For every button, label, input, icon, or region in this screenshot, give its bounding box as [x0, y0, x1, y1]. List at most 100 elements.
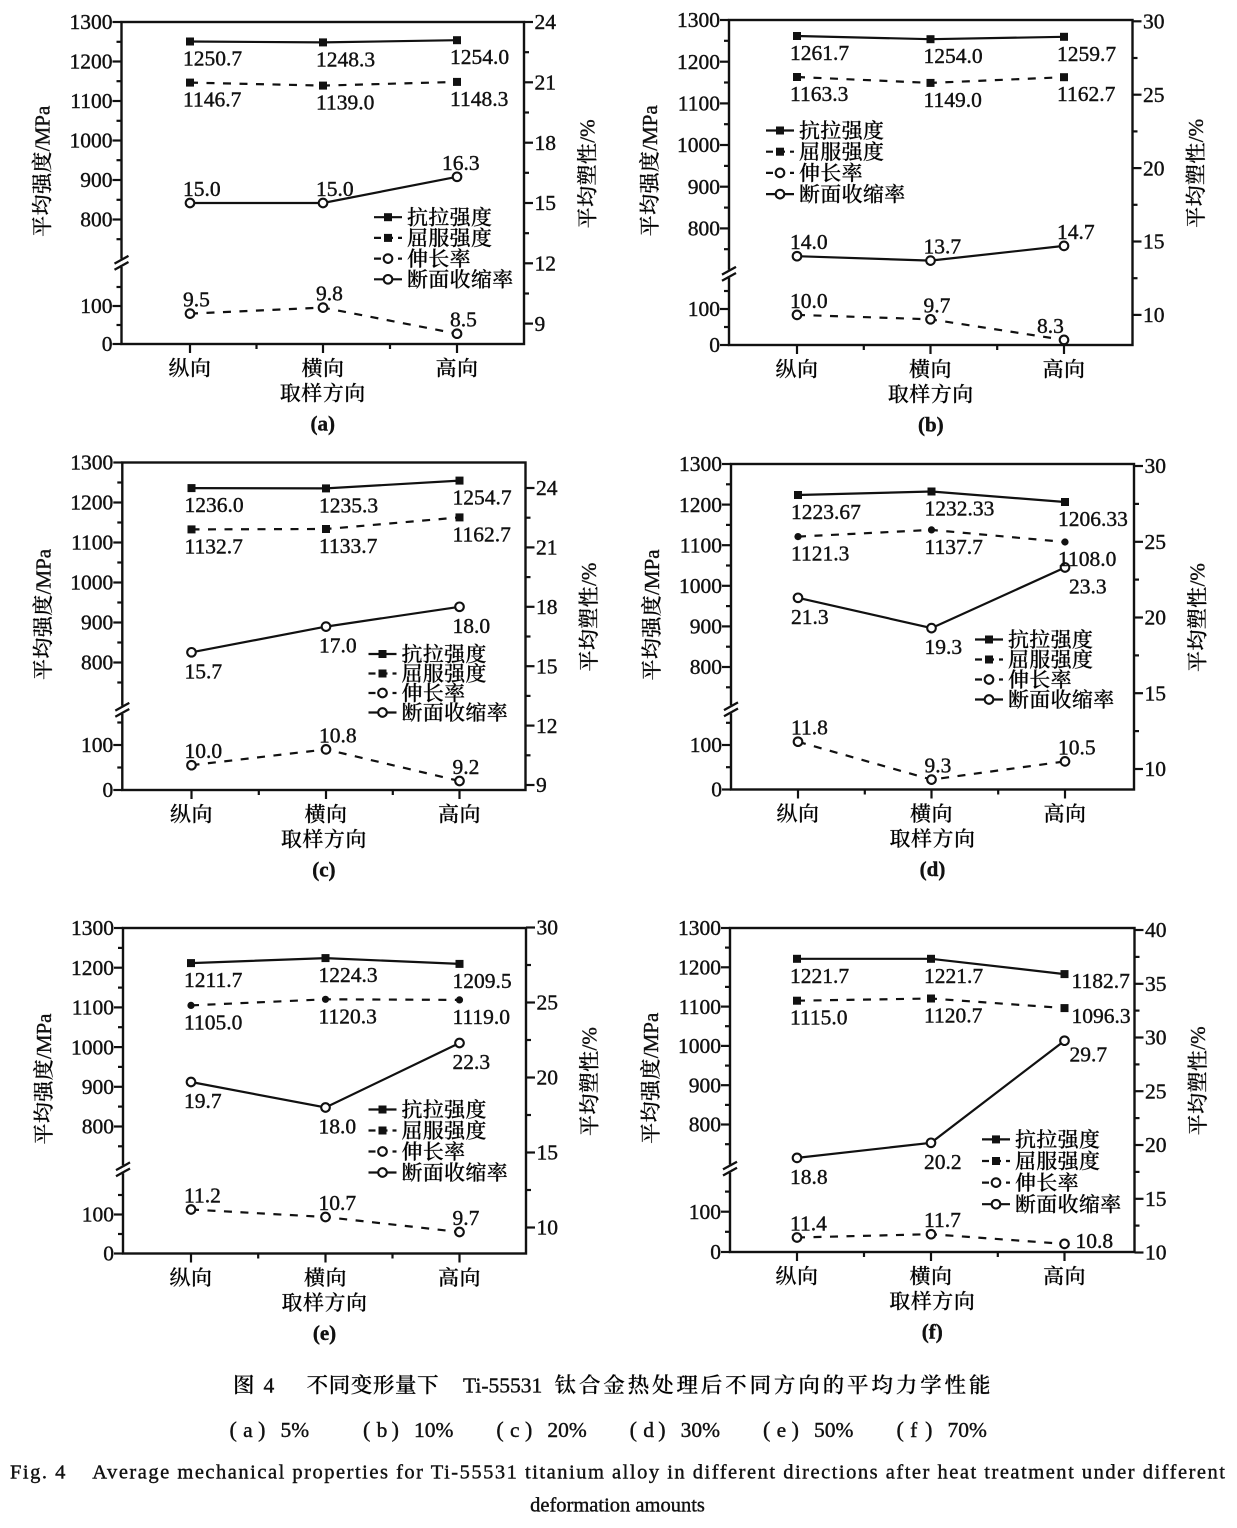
svg-text:9.8: 9.8 — [316, 282, 343, 306]
svg-text:100: 100 — [688, 297, 720, 321]
svg-text:10: 10 — [1145, 757, 1167, 781]
svg-text:1105.0: 1105.0 — [184, 1010, 242, 1034]
svg-text:1300: 1300 — [70, 451, 113, 475]
svg-text:1300: 1300 — [679, 452, 722, 476]
svg-text:40: 40 — [1145, 918, 1167, 942]
svg-text:b: b — [377, 1418, 388, 1442]
svg-text:15.7: 15.7 — [185, 659, 223, 683]
svg-text:(: ( — [230, 1417, 237, 1442]
svg-text:25: 25 — [1143, 83, 1165, 107]
svg-text:35: 35 — [1145, 972, 1167, 996]
svg-text:1000: 1000 — [70, 129, 113, 153]
svg-text:10.8: 10.8 — [1076, 1229, 1114, 1253]
svg-text:1115.0: 1115.0 — [790, 1006, 848, 1030]
svg-text:30%: 30% — [681, 1418, 721, 1442]
svg-text:1162.7: 1162.7 — [1057, 82, 1116, 106]
svg-text:15: 15 — [1145, 682, 1167, 706]
svg-text:800: 800 — [689, 1113, 721, 1137]
svg-text:1223.67: 1223.67 — [791, 500, 861, 524]
svg-text:8.5: 8.5 — [450, 308, 477, 332]
svg-text:1100: 1100 — [70, 89, 112, 113]
svg-text:19.7: 19.7 — [184, 1089, 222, 1113]
svg-text:(: ( — [897, 1417, 904, 1442]
svg-text:30: 30 — [537, 916, 559, 940]
svg-text:17.0: 17.0 — [319, 634, 357, 658]
svg-text:20%: 20% — [547, 1418, 587, 1442]
svg-text:10%: 10% — [414, 1418, 454, 1442]
svg-text:(d): (d) — [920, 857, 946, 881]
svg-text:20: 20 — [1143, 156, 1165, 180]
svg-text:10.0: 10.0 — [185, 739, 223, 763]
svg-text:(a): (a) — [311, 412, 336, 436]
svg-text:1300: 1300 — [71, 916, 114, 940]
svg-text:1200: 1200 — [70, 491, 113, 515]
svg-text:0: 0 — [102, 332, 113, 356]
svg-text:50%: 50% — [814, 1418, 854, 1442]
svg-text:0: 0 — [103, 1242, 114, 1266]
svg-text:/%: /% — [578, 1027, 602, 1050]
svg-text:1100: 1100 — [71, 531, 113, 555]
svg-text:18.8: 18.8 — [790, 1165, 828, 1189]
svg-text:15: 15 — [536, 654, 558, 678]
svg-text:21.3: 21.3 — [791, 605, 829, 629]
svg-text:0: 0 — [711, 778, 722, 802]
svg-text:4: 4 — [264, 1374, 275, 1398]
svg-text:24: 24 — [536, 476, 558, 500]
svg-text:1200: 1200 — [71, 956, 114, 980]
svg-text:14.0: 14.0 — [790, 230, 828, 254]
svg-text:800: 800 — [81, 651, 113, 675]
svg-text:1236.0: 1236.0 — [185, 493, 244, 517]
svg-text:9.7: 9.7 — [924, 293, 951, 317]
svg-text:1000: 1000 — [70, 571, 113, 595]
svg-text:/%: /% — [1186, 1026, 1210, 1049]
svg-text:): ) — [658, 1417, 665, 1442]
svg-text:Fig. 4 Average mechanical p: Fig. 4 Average mechanical properties for… — [10, 1462, 1225, 1484]
svg-text:1261.7: 1261.7 — [790, 41, 849, 65]
svg-text:1254.0: 1254.0 — [924, 44, 983, 68]
svg-text:13.7: 13.7 — [924, 235, 962, 259]
svg-text:22.3: 22.3 — [453, 1050, 491, 1074]
svg-text:1108.0: 1108.0 — [1058, 547, 1116, 571]
svg-text:8.3: 8.3 — [1037, 314, 1064, 338]
svg-text:a: a — [243, 1418, 253, 1442]
svg-text:1221.7: 1221.7 — [924, 964, 983, 988]
svg-text:/%: /% — [577, 563, 601, 586]
svg-text:1000: 1000 — [71, 1035, 114, 1059]
svg-text:(b): (b) — [918, 413, 944, 437]
svg-text:1146.7: 1146.7 — [183, 88, 242, 112]
svg-text:10.5: 10.5 — [1058, 735, 1096, 759]
svg-text:11.7: 11.7 — [924, 1208, 961, 1232]
svg-text:15.0: 15.0 — [183, 177, 221, 201]
svg-text:1100: 1100 — [678, 92, 720, 116]
svg-text:18.0: 18.0 — [453, 614, 491, 638]
svg-text:1200: 1200 — [70, 50, 113, 74]
svg-text:1254.7: 1254.7 — [453, 486, 512, 510]
svg-text:/MPa: /MPa — [31, 548, 55, 594]
svg-text:1259.7: 1259.7 — [1057, 42, 1116, 66]
svg-text:1200: 1200 — [678, 956, 721, 980]
svg-text:21: 21 — [536, 536, 558, 560]
svg-text:1206.33: 1206.33 — [1058, 507, 1128, 531]
svg-text:0: 0 — [710, 1240, 721, 1264]
svg-text:10: 10 — [1145, 1241, 1167, 1265]
svg-text:800: 800 — [688, 217, 720, 241]
svg-text:23.3: 23.3 — [1069, 575, 1107, 599]
svg-text:(: ( — [763, 1417, 770, 1442]
svg-text:12: 12 — [535, 252, 557, 276]
svg-text:/MPa: /MPa — [32, 1013, 56, 1059]
svg-text:11.4: 11.4 — [790, 1212, 827, 1236]
svg-text:10: 10 — [537, 1216, 559, 1240]
svg-text:25: 25 — [537, 991, 559, 1015]
svg-text:1137.7: 1137.7 — [925, 535, 984, 559]
svg-text:f: f — [910, 1418, 918, 1442]
svg-text:9: 9 — [535, 312, 546, 336]
svg-text:11.8: 11.8 — [791, 716, 828, 740]
svg-text:10.0: 10.0 — [790, 289, 828, 313]
svg-text:900: 900 — [689, 1073, 721, 1097]
svg-text:1132.7: 1132.7 — [185, 534, 244, 558]
svg-text:18.0: 18.0 — [319, 1115, 357, 1139]
svg-text:c: c — [510, 1418, 520, 1442]
svg-text:): ) — [392, 1417, 399, 1442]
svg-text:100: 100 — [689, 1200, 721, 1224]
svg-text:29.7: 29.7 — [1070, 1043, 1108, 1067]
